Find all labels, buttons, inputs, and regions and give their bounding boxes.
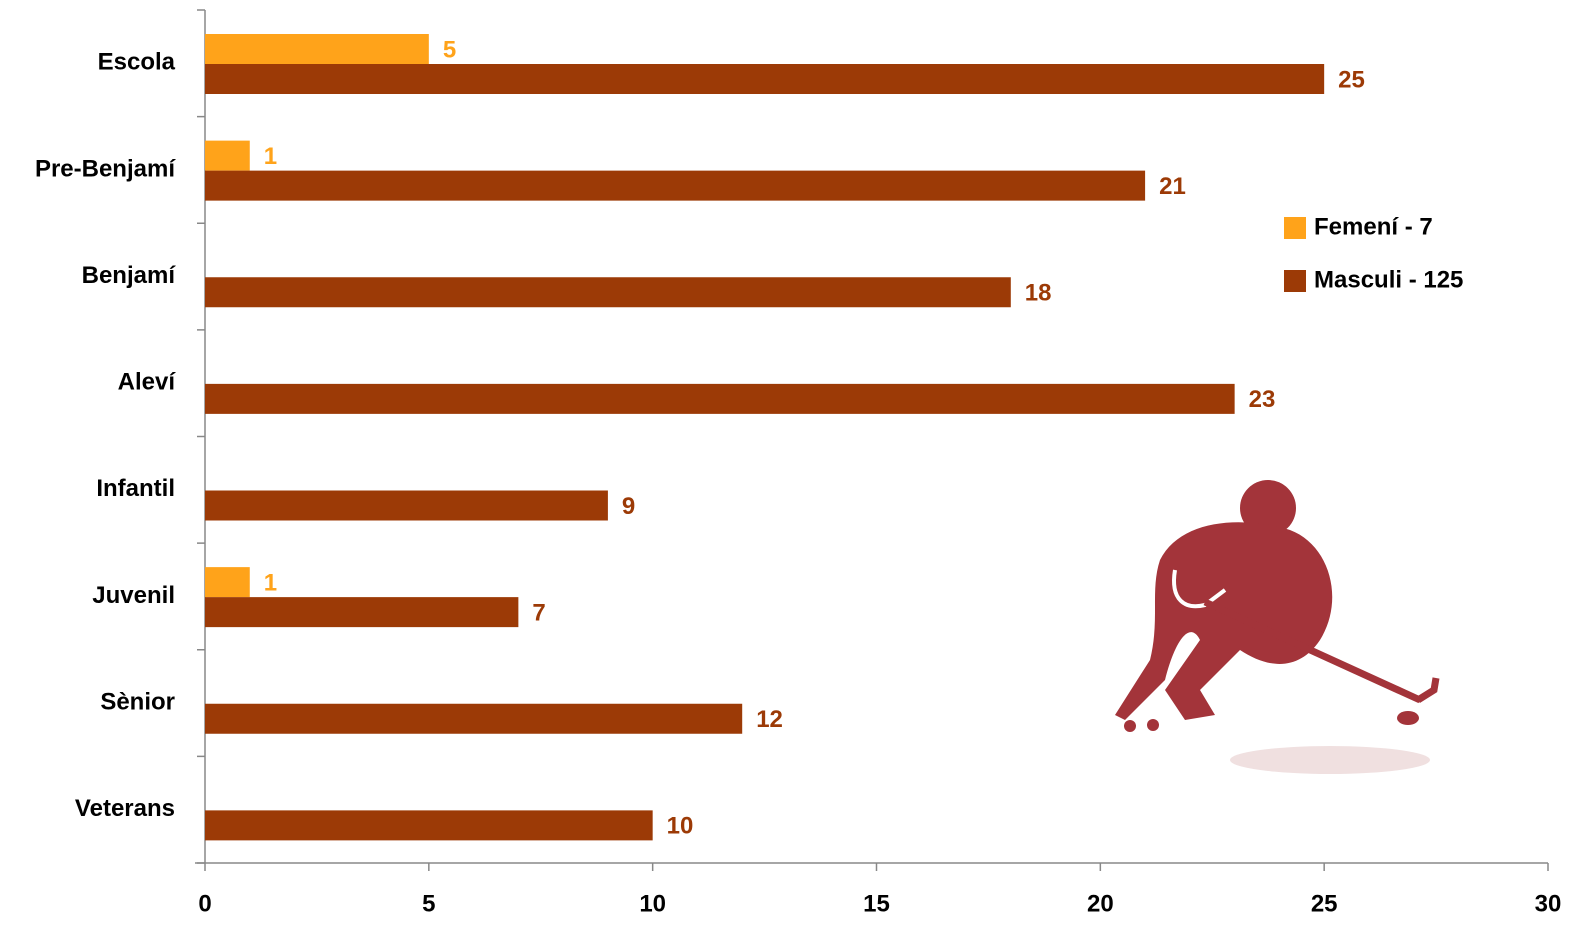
x-tick-label: 5: [422, 890, 435, 917]
bar: [205, 140, 250, 171]
legend-label: Femení - 7: [1314, 213, 1433, 240]
bar: [205, 170, 1146, 201]
y-tick-label: Escola: [98, 49, 176, 76]
bar: [205, 490, 608, 521]
data-label: 5: [443, 36, 456, 63]
bar: [205, 597, 519, 628]
data-label: 10: [667, 813, 694, 840]
y-tick-label: Veterans: [75, 795, 175, 822]
legend-swatch: [1284, 270, 1306, 292]
bar: [205, 567, 250, 598]
data-label: 1: [264, 143, 277, 170]
hockey-player-illustration: [1115, 480, 1440, 774]
y-tick-label: Aleví: [118, 369, 177, 396]
y-tick-label: Pre-Benjamí: [35, 155, 176, 182]
y-tick-label: Sènior: [100, 688, 175, 715]
data-label: 21: [1159, 173, 1186, 200]
y-tick-label: Infantil: [96, 475, 175, 502]
legend-label: Masculi - 125: [1314, 266, 1463, 293]
bar: [205, 810, 653, 841]
x-tick-label: 20: [1087, 890, 1114, 917]
data-label: 25: [1338, 66, 1365, 93]
data-label: 18: [1025, 280, 1052, 307]
legend-swatch: [1284, 217, 1306, 239]
bar: [205, 277, 1011, 308]
data-label: 9: [622, 493, 635, 520]
data-label: 7: [532, 599, 545, 626]
bar: [205, 34, 429, 64]
bar: [205, 64, 1325, 94]
x-tick-label: 30: [1535, 890, 1562, 917]
x-tick-label: 10: [639, 890, 666, 917]
bar: [205, 383, 1235, 414]
data-label: 23: [1249, 386, 1276, 413]
x-tick-label: 25: [1311, 890, 1338, 917]
x-tick-label: 15: [863, 890, 890, 917]
y-tick-label: Benjamí: [82, 262, 177, 289]
data-label: 1: [264, 569, 277, 596]
bar: [205, 703, 743, 734]
y-tick-label: Juvenil: [92, 582, 175, 609]
data-label: 12: [756, 706, 783, 733]
x-tick-label: 0: [198, 890, 211, 917]
